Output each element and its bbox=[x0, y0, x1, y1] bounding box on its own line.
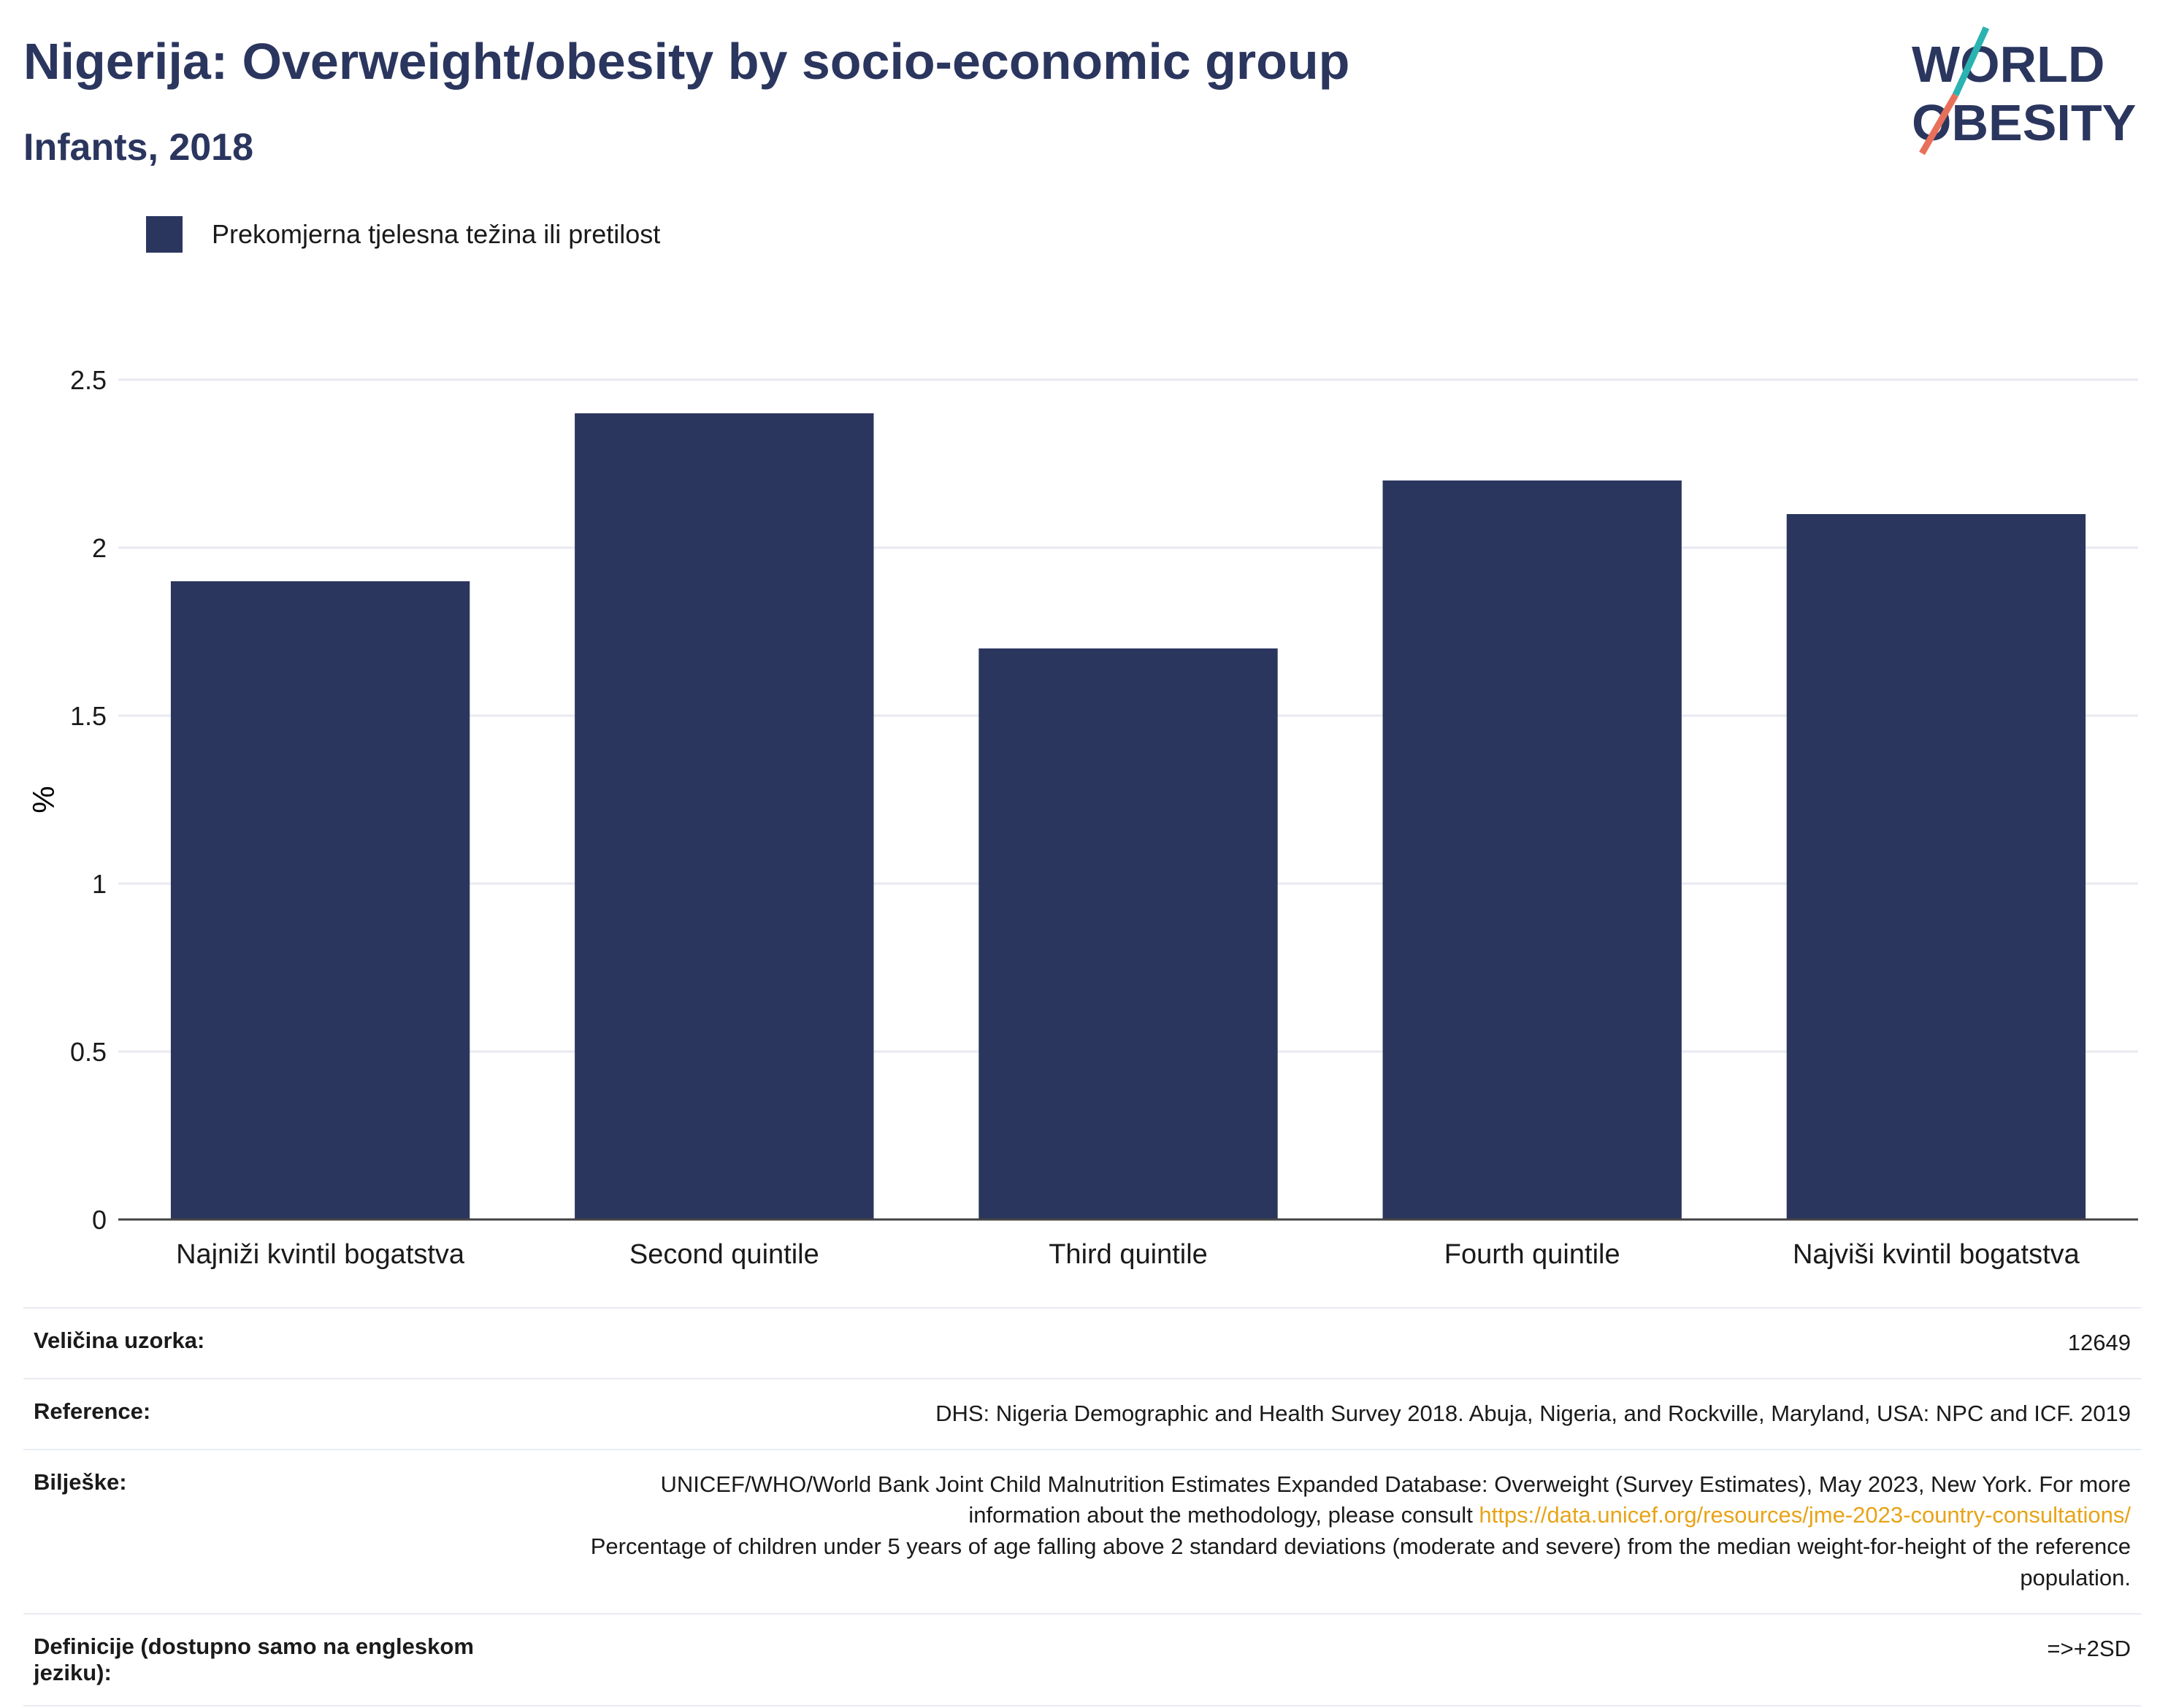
info-value-sample: 12649 bbox=[2067, 1330, 2131, 1355]
x-tick-label: Najviši kvintil bogatstva bbox=[1793, 1239, 2080, 1270]
x-tick-label: Third quintile bbox=[1049, 1239, 1208, 1270]
info-value-notes: UNICEF/WHO/World Bank Joint Child Malnut… bbox=[555, 1449, 2141, 1614]
legend-label: Prekomjerna tjelesna težina ili pretilos… bbox=[212, 219, 661, 249]
bar bbox=[575, 413, 874, 1219]
world-obesity-logo: WORLD OBESITY bbox=[1912, 26, 2136, 156]
logo-slash-coral bbox=[1919, 93, 1958, 156]
info-row-sample: Veličina uzorka: 12649 bbox=[23, 1308, 2141, 1379]
logo-slash-teal bbox=[1952, 26, 1990, 96]
chart-title: Nigerija: Overweight/obesity by socio-ec… bbox=[23, 33, 1350, 90]
y-axis-label: % bbox=[26, 786, 61, 813]
info-value-reference: DHS: Nigeria Demographic and Health Surv… bbox=[935, 1400, 2131, 1426]
info-label-notes: Bilješke: bbox=[34, 1468, 127, 1495]
x-tick-label: Fourth quintile bbox=[1444, 1239, 1620, 1270]
info-value-definitions: =>+2SD bbox=[2047, 1635, 2131, 1661]
notes-text-2: Percentage of children under 5 years of … bbox=[590, 1533, 2131, 1590]
x-tick-label: Najniži kvintil bogatstva bbox=[176, 1239, 465, 1270]
info-row-definitions: Definicije (dostupno samo na engleskom j… bbox=[23, 1613, 2141, 1706]
bar bbox=[1382, 480, 1682, 1219]
y-tick-label: 2 bbox=[92, 533, 107, 563]
info-table: Veličina uzorka: 12649 Reference: DHS: N… bbox=[23, 1307, 2141, 1707]
info-row-notes: Bilješke: UNICEF/WHO/World Bank Joint Ch… bbox=[23, 1449, 2141, 1614]
info-row-reference: Reference: DHS: Nigeria Demographic and … bbox=[23, 1378, 2141, 1449]
info-label-definitions: Definicije (dostupno samo na engleskom j… bbox=[34, 1633, 474, 1685]
y-tick-label: 1.5 bbox=[70, 701, 107, 731]
y-tick-label: 0.5 bbox=[70, 1037, 107, 1067]
bar bbox=[1786, 514, 2086, 1219]
y-tick-label: 0 bbox=[92, 1205, 107, 1235]
x-tick-label: Second quintile bbox=[629, 1239, 819, 1270]
bar bbox=[170, 581, 470, 1219]
legend-swatch bbox=[146, 216, 183, 253]
bar-chart: 0 0.5 1 1.5 2 2.5% Najniži kvintil bogatstva Se… bbox=[26, 365, 2138, 1270]
notes-text-1: UNICEF/WHO/World Bank Joint Child Malnut… bbox=[660, 1471, 2131, 1528]
info-label-sample: Veličina uzorka: bbox=[34, 1328, 205, 1353]
y-tick-label: 2.5 bbox=[70, 365, 107, 395]
info-label-reference: Reference: bbox=[34, 1398, 151, 1424]
bar bbox=[978, 648, 1278, 1219]
logo-line-1: WORLD bbox=[1912, 36, 2105, 93]
y-tick-label: 1 bbox=[92, 869, 107, 899]
legend[interactable]: Prekomjerna tjelesna težina ili pretilos… bbox=[146, 216, 660, 253]
chart-subtitle: Infants, 2018 bbox=[23, 126, 254, 169]
methodology-link[interactable]: https://data.unicef.org/resources/jme-20… bbox=[1479, 1502, 2131, 1528]
